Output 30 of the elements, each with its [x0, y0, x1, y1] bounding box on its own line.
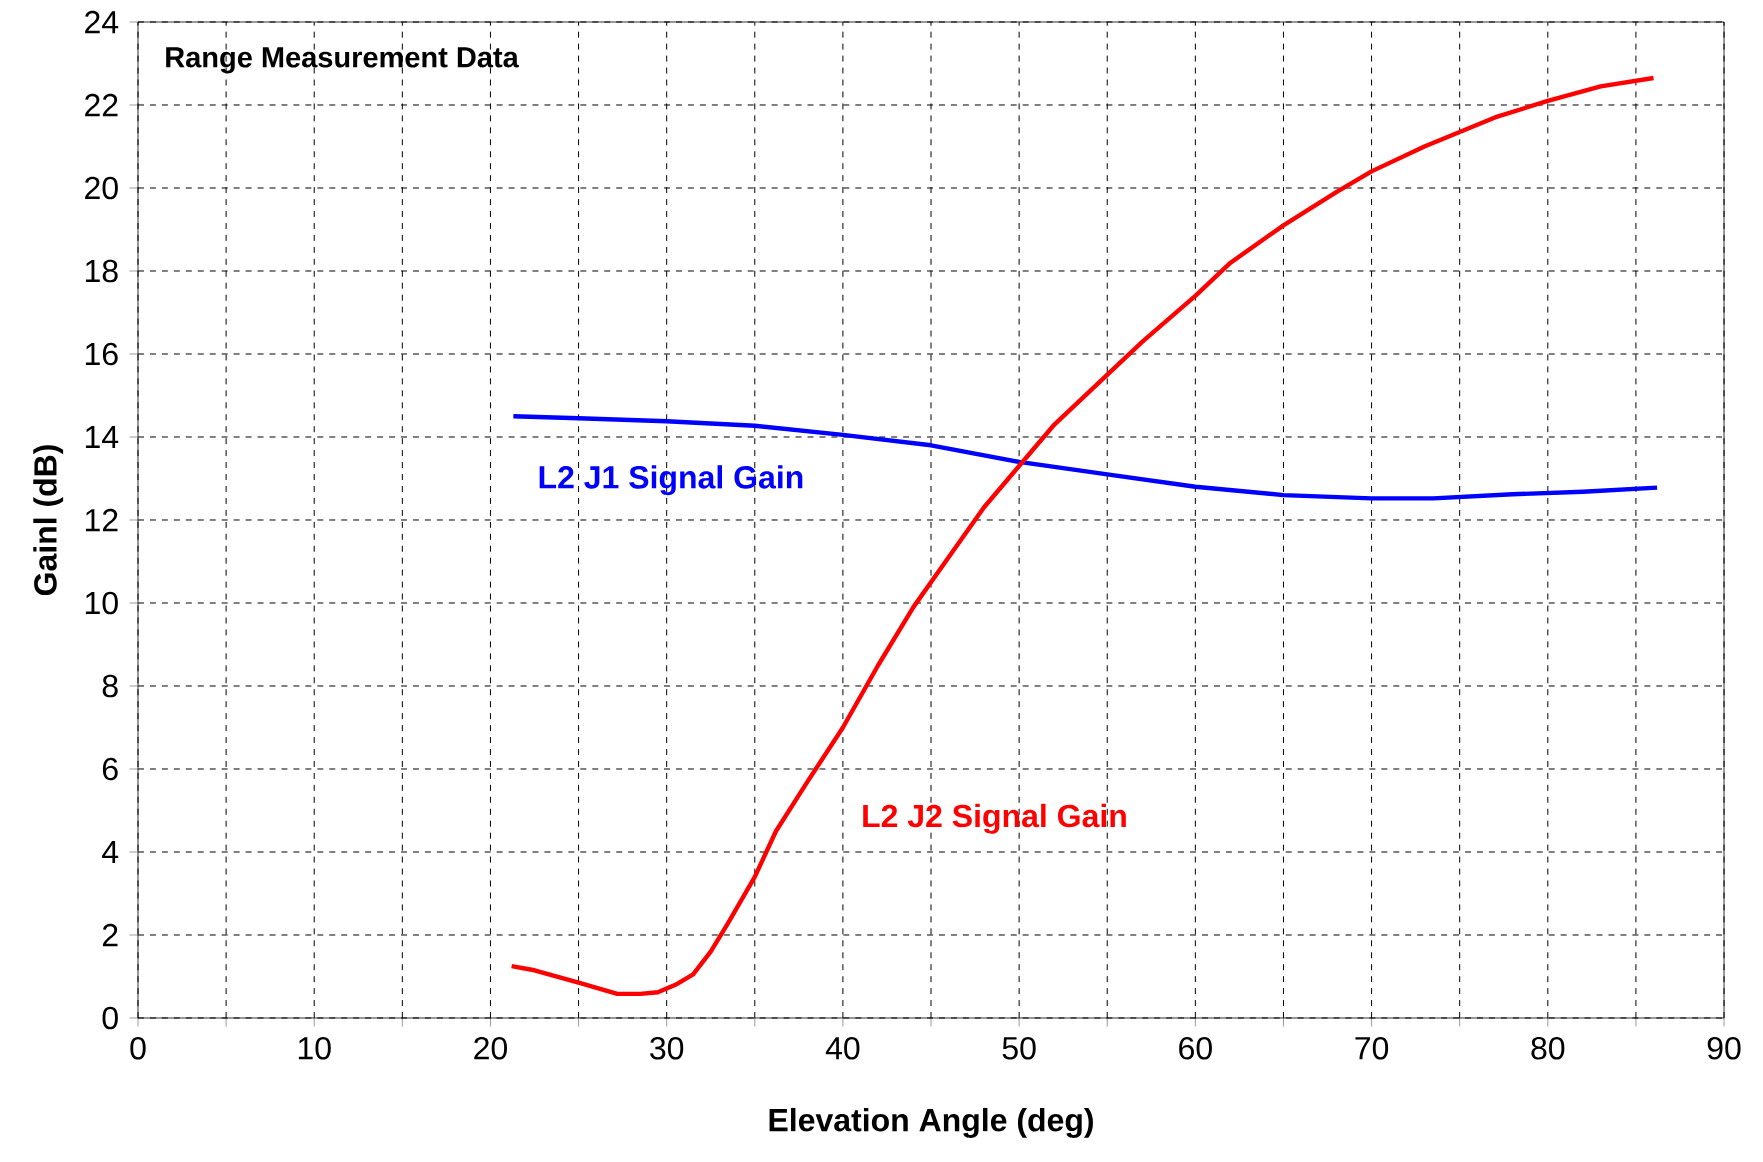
- x-tick-label: 40: [825, 1036, 860, 1060]
- y-tick-label: 20: [85, 176, 118, 200]
- x-tick-label: 10: [298, 1036, 331, 1060]
- y-tick-label: 24: [85, 10, 119, 34]
- y-tick-label: 14: [85, 425, 119, 448]
- line-series: [509, 75, 1656, 997]
- series-label: L2 J2 Signal Gain: [863, 803, 1126, 834]
- y-tick-label: 16: [85, 342, 118, 366]
- x-tick-label: 0: [130, 1036, 146, 1060]
- y-tick-label: 22: [85, 93, 118, 117]
- x-tick-label: 70: [1355, 1036, 1389, 1060]
- line-series: [511, 414, 1660, 501]
- x-axis-title: Elevation Angle (deg): [769, 1107, 1093, 1138]
- y-tick-label: 10: [85, 591, 118, 615]
- y-axis-title: Gainl (dB): [33, 445, 64, 596]
- y-tick-label: 2: [102, 923, 118, 947]
- y-tick-label: 8: [102, 674, 118, 698]
- y-tick-label: 18: [85, 259, 118, 283]
- y-tick-label: 0: [102, 1006, 118, 1030]
- x-tick-label: 20: [474, 1036, 508, 1060]
- text: Range Measurement Data: [166, 47, 519, 74]
- y-tick-label: 12: [85, 508, 118, 532]
- series-label: L2 J1 Signal Gain: [539, 465, 803, 496]
- y-tick-label: 6: [102, 757, 118, 781]
- x-tick-label: 80: [1531, 1036, 1565, 1060]
- x-tick-label: 50: [1002, 1036, 1036, 1060]
- x-tick-label: 60: [1179, 1036, 1212, 1060]
- y-tick-label: 4: [102, 840, 119, 863]
- x-tick-label: 30: [650, 1036, 684, 1060]
- x-tick-label: 90: [1707, 1036, 1741, 1060]
